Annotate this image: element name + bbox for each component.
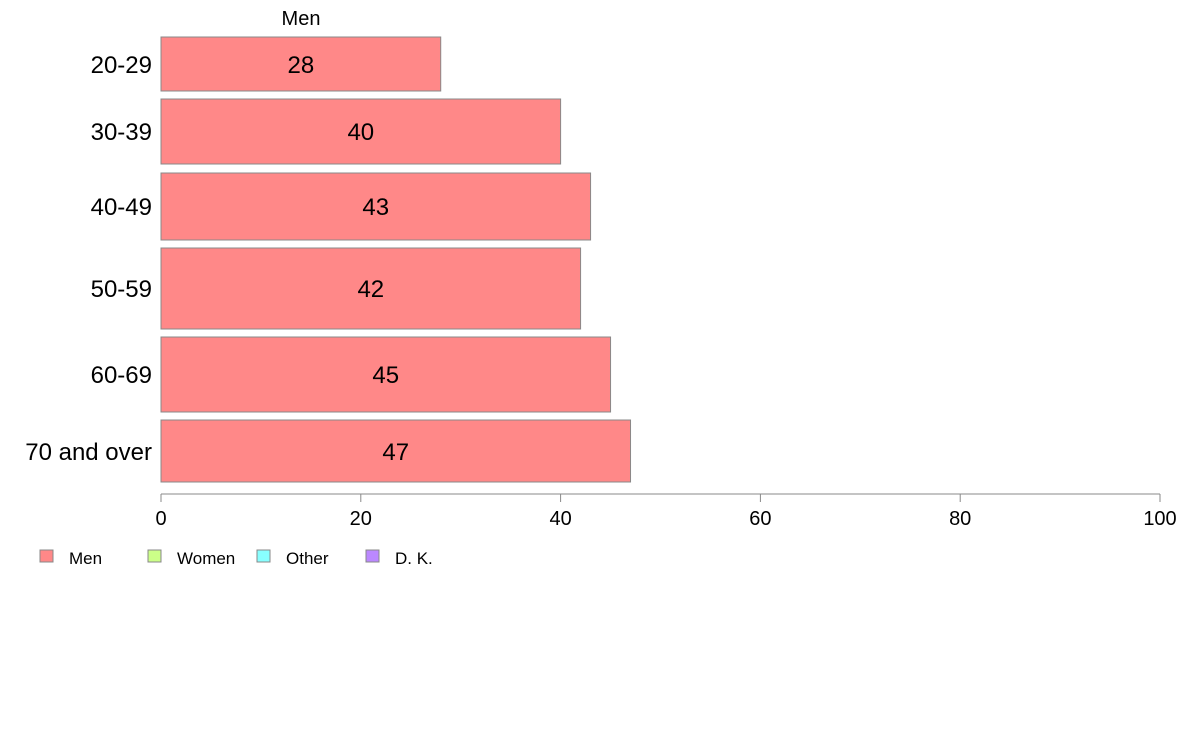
category-label: 40-49 <box>91 194 152 221</box>
data-label: 43 <box>362 194 389 221</box>
category-label: 50-59 <box>91 276 152 303</box>
legend-label: Women <box>177 549 235 568</box>
legend-label: Men <box>69 549 102 568</box>
x-tick-label: 20 <box>350 508 372 530</box>
x-tick-label: 0 <box>155 508 166 530</box>
category-label: 60-69 <box>91 362 152 389</box>
data-label: 45 <box>372 362 399 389</box>
bar-30-39 <box>160 98 562 165</box>
x-tick-label: 60 <box>749 508 771 530</box>
legend-swatch <box>147 549 162 563</box>
bar-70-and-over <box>160 419 632 483</box>
data-label: 28 <box>288 52 315 79</box>
data-label: 42 <box>357 276 384 303</box>
category-label: 20-29 <box>91 52 152 79</box>
x-axis: 0 20 40 60 80 100 <box>155 493 1177 530</box>
legend-label: Other <box>286 549 329 568</box>
x-tick-label: 100 <box>1143 508 1176 530</box>
bar-60-69 <box>160 336 612 413</box>
bar-50-59 <box>160 247 582 330</box>
category-label: 30-39 <box>91 119 152 146</box>
data-label: 47 <box>382 439 409 466</box>
legend-label: D. K. <box>395 549 433 568</box>
category-labels-group: 20-29 30-39 40-49 50-59 60-69 70 and over <box>25 52 152 466</box>
x-tick-label: 80 <box>949 508 971 530</box>
bars-group <box>160 36 632 483</box>
legend-swatch <box>256 549 271 563</box>
data-label: 40 <box>347 119 374 146</box>
legend-swatch <box>365 549 380 563</box>
data-labels-group: 28 40 43 42 45 47 <box>288 52 410 466</box>
legend-swatch <box>39 549 54 563</box>
legend: Men Women Other D. K. <box>39 549 433 568</box>
x-tick-label: 40 <box>549 508 571 530</box>
bar-20-29 <box>160 36 442 92</box>
series-header: Men <box>282 8 321 30</box>
category-label: 70 and over <box>25 439 152 466</box>
bar-40-49 <box>160 172 592 241</box>
